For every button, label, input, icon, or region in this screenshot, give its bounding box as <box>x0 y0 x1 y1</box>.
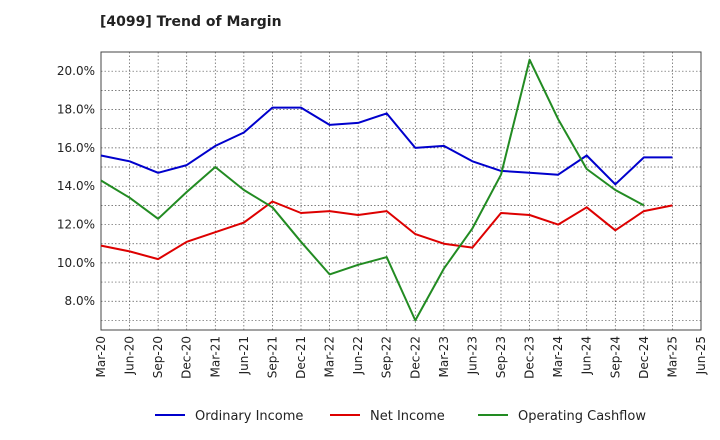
x-tick-label: Jun-21 <box>237 336 251 375</box>
x-tick-label: Dec-20 <box>180 336 194 379</box>
y-tick-label: 10.0% <box>57 256 95 270</box>
x-tick-label: Dec-23 <box>523 336 537 379</box>
y-tick-label: 12.0% <box>57 218 95 232</box>
legend-label: Operating Cashflow <box>518 409 646 424</box>
x-tick-label: Dec-21 <box>294 336 308 379</box>
y-tick-label: 14.0% <box>57 179 95 193</box>
plot-frame <box>100 51 702 331</box>
x-tick-label: Jun-22 <box>351 336 365 375</box>
series-line <box>100 58 645 322</box>
x-tick-label: Sep-24 <box>608 336 622 378</box>
x-tick-label: Mar-21 <box>208 336 222 377</box>
y-tick-label: 18.0% <box>57 103 95 117</box>
x-tick-label: Sep-23 <box>494 336 508 378</box>
series-line <box>100 200 673 261</box>
y-tick-label: 20.0% <box>57 64 95 78</box>
series-line <box>100 106 673 186</box>
x-tick-label: Jun-24 <box>580 336 594 375</box>
x-tick-label: Jun-23 <box>465 336 479 375</box>
x-tick-label: Dec-22 <box>408 336 422 379</box>
legend-label: Net Income <box>370 409 445 424</box>
y-tick-label: 16.0% <box>57 141 95 155</box>
x-tick-label: Mar-25 <box>665 336 679 377</box>
y-tick-label: 8.0% <box>65 294 96 308</box>
x-tick-label: Jun-25 <box>694 336 708 375</box>
x-tick-label: Mar-22 <box>323 336 337 377</box>
x-tick-label: Sep-21 <box>265 336 279 378</box>
x-tick-label: Sep-20 <box>151 336 165 378</box>
x-tick-label: Jun-20 <box>123 336 137 375</box>
x-tick-label: Mar-20 <box>94 336 108 377</box>
x-tick-label: Dec-24 <box>637 336 651 379</box>
x-tick-label: Sep-22 <box>380 336 394 378</box>
legend-label: Ordinary Income <box>195 409 303 424</box>
plot-area <box>101 52 701 330</box>
x-tick-label: Mar-23 <box>437 336 451 377</box>
chart-title: [4099] Trend of Margin <box>100 14 282 30</box>
x-tick-label: Mar-24 <box>551 336 565 377</box>
